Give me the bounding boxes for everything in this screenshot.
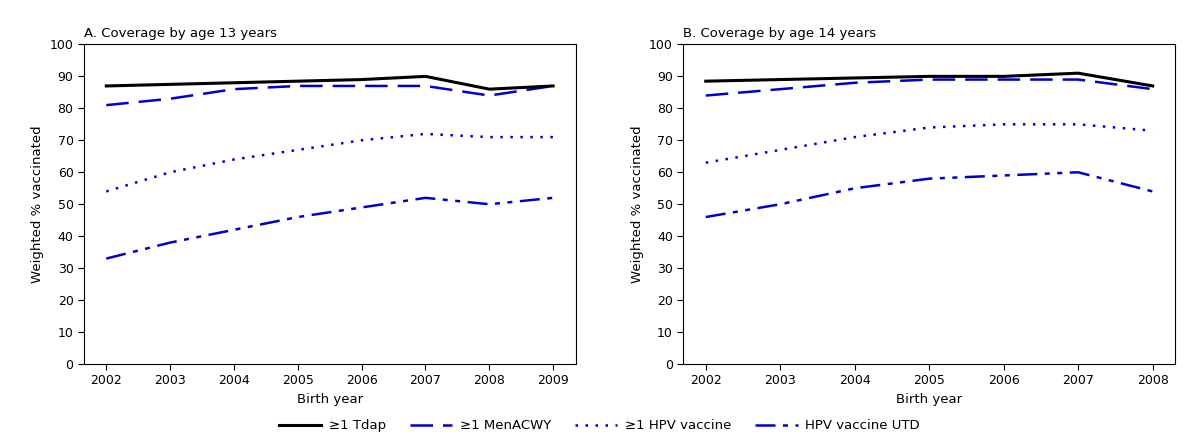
Text: B. Coverage by age 14 years: B. Coverage by age 14 years	[683, 28, 876, 40]
Legend: ≥1 Tdap, ≥1 MenACWY, ≥1 HPV vaccine, HPV vaccine UTD: ≥1 Tdap, ≥1 MenACWY, ≥1 HPV vaccine, HPV…	[273, 414, 926, 437]
Y-axis label: Weighted % vaccinated: Weighted % vaccinated	[631, 125, 644, 283]
X-axis label: Birth year: Birth year	[296, 393, 363, 406]
Text: A. Coverage by age 13 years: A. Coverage by age 13 years	[84, 28, 277, 40]
Y-axis label: Weighted % vaccinated: Weighted % vaccinated	[31, 125, 44, 283]
X-axis label: Birth year: Birth year	[896, 393, 963, 406]
